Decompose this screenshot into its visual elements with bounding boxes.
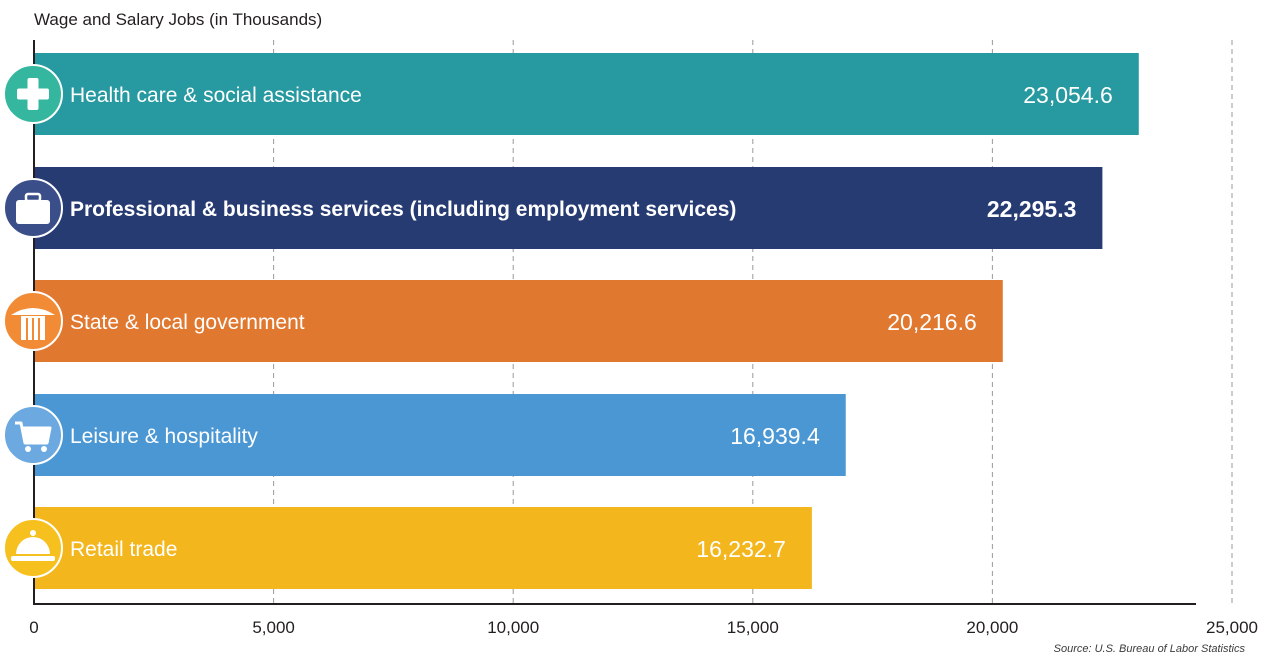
bar [34, 167, 1103, 249]
service-bell-icon [11, 530, 55, 561]
x-tick-label: 25,000 [1206, 618, 1258, 637]
bar-group: Leisure & hospitality 16,939.4 [34, 394, 846, 476]
bar [34, 53, 1139, 135]
bar-group: Health care & social assistance 23,054.6 [34, 53, 1139, 135]
bar-value-label: 23,054.6 [1023, 82, 1113, 108]
medical-cross-icon [17, 78, 49, 110]
x-tick-label: 20,000 [966, 618, 1018, 637]
cross-horizontal [17, 88, 49, 100]
bar [34, 394, 846, 476]
cart-wheel [41, 446, 47, 452]
bar [34, 280, 1003, 362]
briefcase-icon [16, 192, 50, 224]
x-tick-label: 5,000 [252, 618, 295, 637]
bar-category-label: State & local government [70, 311, 305, 334]
bar-category-label: Health care & social assistance [70, 84, 362, 107]
bar-group: Professional & business services (includ… [34, 167, 1103, 249]
bar-group: Retail trade 16,232.7 [34, 507, 812, 589]
bar-group: State & local government 20,216.6 [34, 280, 1003, 362]
cart-frame [15, 421, 52, 445]
bar-value-label: 22,295.3 [987, 196, 1077, 222]
bar-category-label: Leisure & hospitality [70, 425, 258, 448]
bar-category-label: Retail trade [70, 538, 177, 561]
bar-value-label: 16,232.7 [696, 536, 786, 562]
bell-knob [30, 530, 36, 536]
bar-value-label: 20,216.6 [887, 309, 977, 335]
chart-title: Wage and Salary Jobs (in Thousands) [34, 10, 323, 29]
shopping-cart-icon [15, 421, 52, 452]
x-tick-label: 0 [29, 618, 38, 637]
bar-value-label: 16,939.4 [730, 423, 820, 449]
cart-wheel [25, 446, 31, 452]
bell-base [11, 556, 55, 561]
bar-category-label: Professional & business services (includ… [70, 198, 736, 221]
pillar-capital [11, 308, 55, 315]
bar [34, 507, 812, 589]
cart-basket [24, 429, 49, 442]
x-tick-label: 15,000 [727, 618, 779, 637]
x-tick-label: 10,000 [487, 618, 539, 637]
source-note: Source: U.S. Bureau of Labor Statistics [1053, 643, 1245, 655]
column-pillar-icon [11, 308, 55, 340]
briefcase-body [16, 200, 50, 224]
bell-dome [16, 537, 50, 554]
